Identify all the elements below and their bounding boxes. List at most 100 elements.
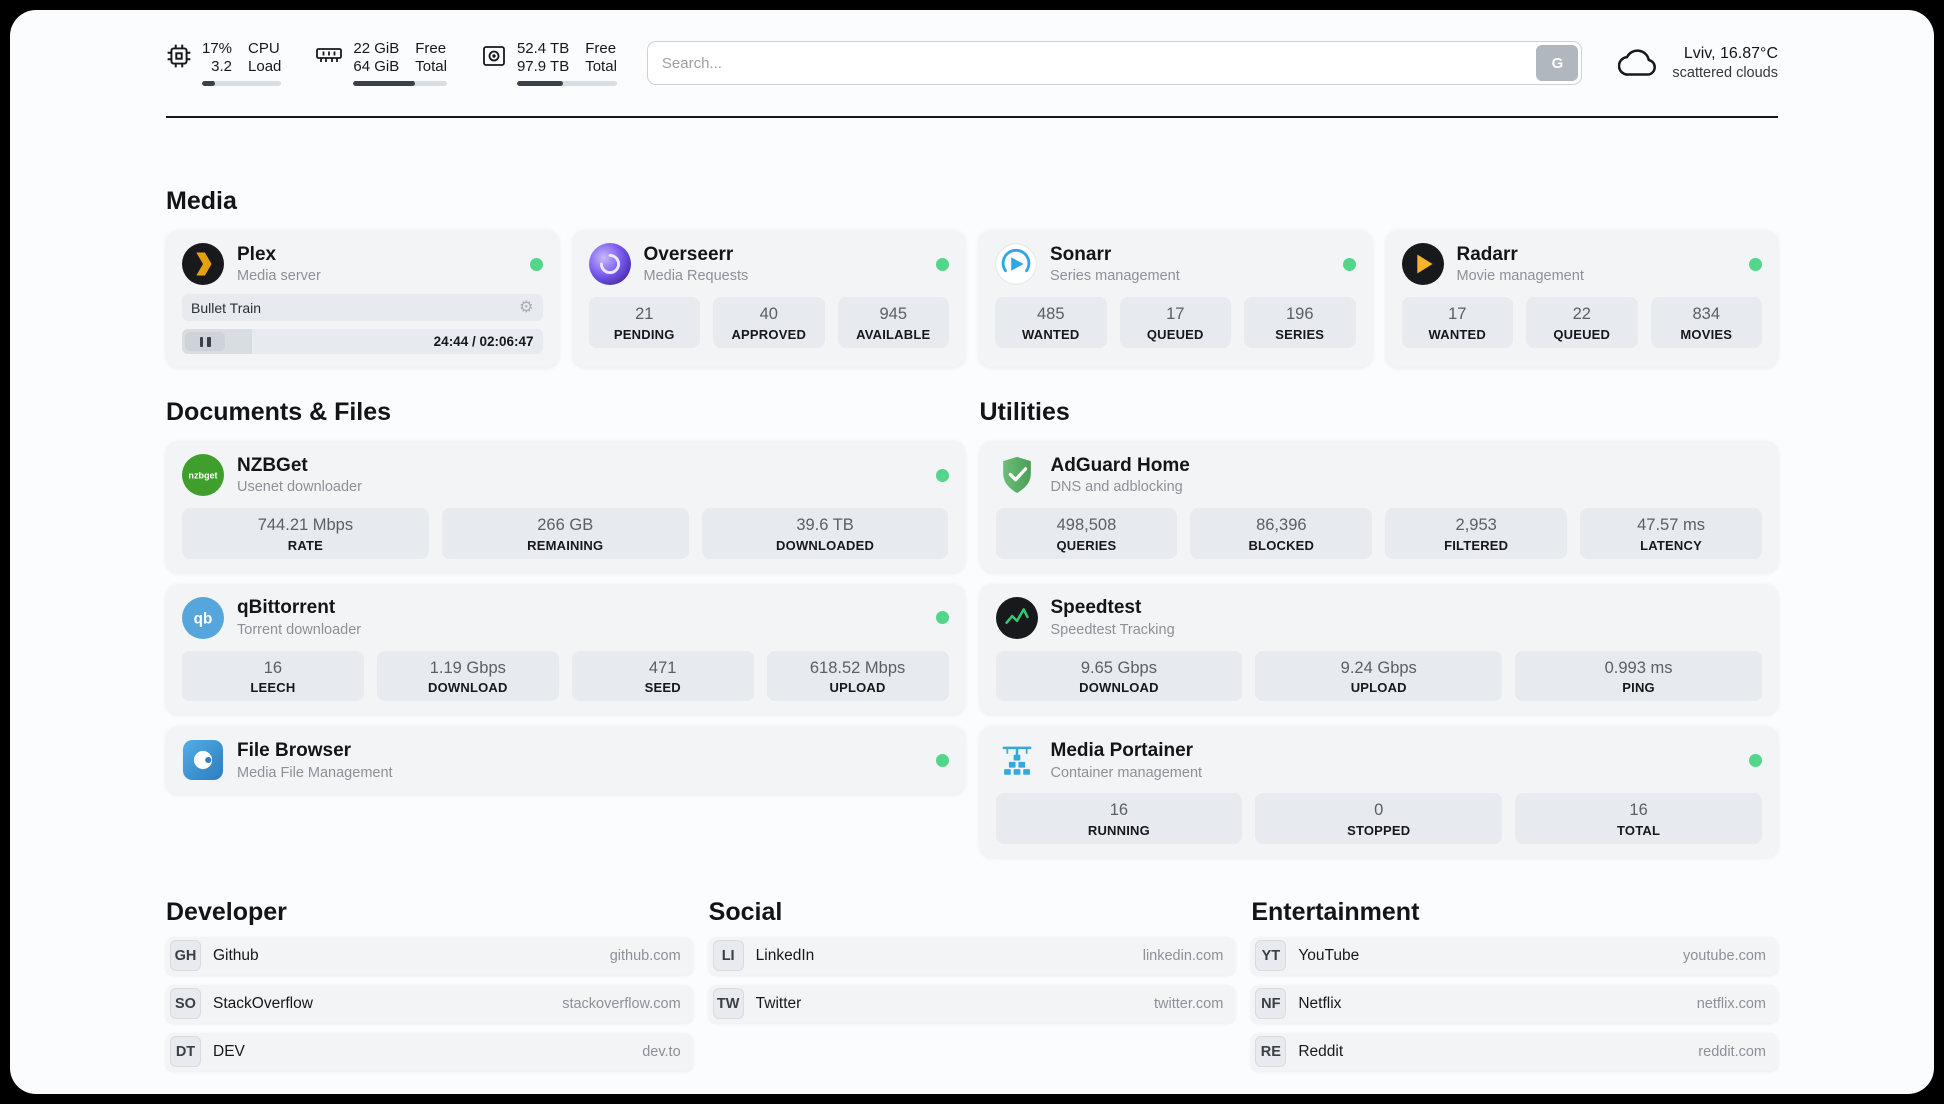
bookmark-url: github.com: [609, 947, 681, 964]
stat-label: PENDING: [613, 326, 675, 342]
stat-label: STOPPED: [1347, 822, 1411, 838]
ram-progress-bar: [353, 81, 447, 86]
stat-queued: 17 QUEUED: [1119, 297, 1231, 348]
app-name: AdGuard Home: [1050, 454, 1190, 476]
app-subtitle: Torrent downloader: [237, 622, 362, 639]
search-input[interactable]: [647, 54, 1537, 72]
bookmark-name: LinkedIn: [755, 946, 815, 964]
stat-value: 16: [1629, 801, 1648, 820]
now-playing-bar: Bullet Train ⚙: [182, 294, 543, 321]
overseerr-icon: [588, 243, 631, 285]
stat-label: WANTED: [1428, 326, 1487, 342]
section-social: Social LI LinkedIn linkedin.com TW Twitt…: [708, 897, 1236, 1023]
bookmark-row[interactable]: RE Reddit reddit.com: [1251, 1032, 1778, 1071]
section-title-media: Media: [166, 187, 237, 215]
bookmark-row[interactable]: SO StackOverflow stackoverflow.com: [166, 984, 693, 1023]
bookmark-row[interactable]: GH Github github.com: [166, 936, 693, 975]
online-status-dot: [935, 468, 949, 482]
stat-label: WANTED: [1021, 326, 1080, 342]
online-status-dot: [529, 257, 543, 271]
cpu-usage-value: 17%: [202, 40, 233, 57]
section-documents: Documents & Files nzbget NZBGet Usenet d…: [166, 397, 965, 795]
stat-running: 16 RUNNING: [995, 793, 1243, 844]
cpu-label: CPU: [248, 40, 280, 57]
section-title-developer: Developer: [166, 897, 287, 926]
pause-button[interactable]: [185, 332, 225, 351]
app-card-overseerr[interactable]: Overseerr Media Requests 21 PENDING 40 A…: [572, 230, 965, 367]
app-card-speedtest[interactable]: Speedtest Speedtest Tracking 9.65 Gbps D…: [979, 583, 1778, 715]
stat-seed: 471 SEED: [571, 650, 754, 702]
stat-value: 618.52 Mbps: [809, 658, 906, 677]
section-utilities: Utilities AdGuard Home: [979, 397, 1778, 857]
playback-progress-bar[interactable]: 24:44 / 02:06:47: [182, 329, 543, 354]
stat-label: RUNNING: [1087, 822, 1150, 838]
search-bar: G: [646, 41, 1583, 85]
stat-wanted: 485 WANTED: [995, 297, 1107, 348]
app-subtitle: Usenet downloader: [237, 479, 362, 496]
bookmark-row[interactable]: YT YouTube youtube.com: [1251, 936, 1778, 975]
app-card-qbittorrent[interactable]: qb qBittorrent Torrent downloader 16 LEE…: [166, 583, 965, 715]
cpu-icon: [167, 44, 191, 68]
app-name: Plex: [237, 243, 277, 265]
stat-value: 16: [1109, 801, 1129, 820]
app-card-plex[interactable]: Plex Media server Bullet Train ⚙ 24:44 /…: [166, 230, 559, 367]
bookmark-badge: YT: [1255, 940, 1287, 972]
stat-value: 196: [1285, 305, 1314, 323]
disk-total-value: 97.9 TB: [516, 58, 570, 75]
cpu-widget: 17% CPU 3.2 Load: [166, 40, 282, 86]
gear-icon[interactable]: ⚙: [519, 298, 534, 316]
speedtest-icon: [995, 596, 1038, 639]
bookmark-row[interactable]: NF Netflix netflix.com: [1251, 984, 1778, 1023]
stat-value: 9.24 Gbps: [1340, 658, 1417, 677]
bookmark-name: Twitter: [755, 994, 802, 1012]
playback-time: 24:44 / 02:06:47: [433, 334, 534, 349]
bookmark-row[interactable]: LI LinkedIn linkedin.com: [708, 936, 1236, 975]
app-name: Speedtest: [1050, 597, 1142, 619]
app-card-sonarr[interactable]: Sonarr Series management 485 WANTED 17 Q…: [979, 230, 1372, 367]
bookmark-badge: TW: [712, 988, 744, 1020]
app-card-portainer[interactable]: Media Portainer Container management 16 …: [979, 726, 1778, 857]
app-name: Radarr: [1456, 243, 1518, 265]
stat-value: 0.993 ms: [1604, 658, 1673, 677]
sonarr-icon: [995, 243, 1037, 285]
bookmark-row[interactable]: TW Twitter twitter.com: [708, 984, 1236, 1023]
stat-value: 86,396: [1256, 516, 1307, 534]
plex-icon: [182, 243, 224, 285]
bookmark-row[interactable]: DT DEV dev.to: [166, 1032, 693, 1071]
app-subtitle: Speedtest Tracking: [1050, 622, 1175, 639]
search-engine-button[interactable]: G: [1536, 45, 1579, 81]
stat-movies: 834 MOVIES: [1650, 297, 1762, 348]
stat-value: 47.57 ms: [1637, 516, 1705, 534]
now-playing-title: Bullet Train: [191, 299, 262, 316]
stat-approved: 40 APPROVED: [713, 297, 825, 348]
nzbget-icon: nzbget: [182, 454, 224, 496]
bookmark-url: youtube.com: [1682, 947, 1766, 964]
stat-label: TOTAL: [1617, 822, 1661, 838]
app-name: NZBGet: [237, 454, 308, 476]
disk-free-label: Free: [585, 40, 617, 57]
app-subtitle: Movie management: [1456, 268, 1584, 285]
stat-label: SEED: [644, 680, 681, 696]
stat-label: SERIES: [1275, 326, 1325, 342]
app-card-adguard[interactable]: AdGuard Home DNS and adblocking 498,508 …: [979, 441, 1778, 572]
section-media: Media Plex Media server Bullet Train ⚙: [166, 186, 1778, 367]
stat-rate: 744.21 Mbps RATE: [182, 508, 429, 559]
stat-value: 945: [879, 305, 908, 323]
stat-downloaded: 39.6 TB DOWNLOADED: [701, 508, 949, 559]
section-title-social: Social: [708, 897, 783, 926]
stat-value: 40: [759, 305, 778, 323]
stat-value: 16: [263, 658, 283, 677]
stat-value: 2,953: [1455, 516, 1497, 534]
stat-label: DOWNLOAD: [1079, 680, 1159, 696]
app-card-radarr[interactable]: Radarr Movie management 17 WANTED 22 QUE…: [1385, 230, 1778, 367]
bookmark-badge: GH: [170, 940, 201, 972]
stat-upload: 9.24 Gbps UPLOAD: [1255, 650, 1503, 702]
app-subtitle: Media File Management: [237, 764, 393, 781]
app-card-nzbget[interactable]: nzbget NZBGet Usenet downloader 744.21 M…: [166, 441, 965, 572]
bookmark-badge: LI: [712, 940, 744, 972]
app-card-filebrowser[interactable]: File Browser Media File Management: [166, 726, 965, 795]
stat-label: QUEUED: [1146, 326, 1204, 342]
stat-value: 744.21 Mbps: [257, 516, 354, 534]
stat-label: FILTERED: [1444, 537, 1509, 553]
app-subtitle: Series management: [1050, 268, 1180, 285]
